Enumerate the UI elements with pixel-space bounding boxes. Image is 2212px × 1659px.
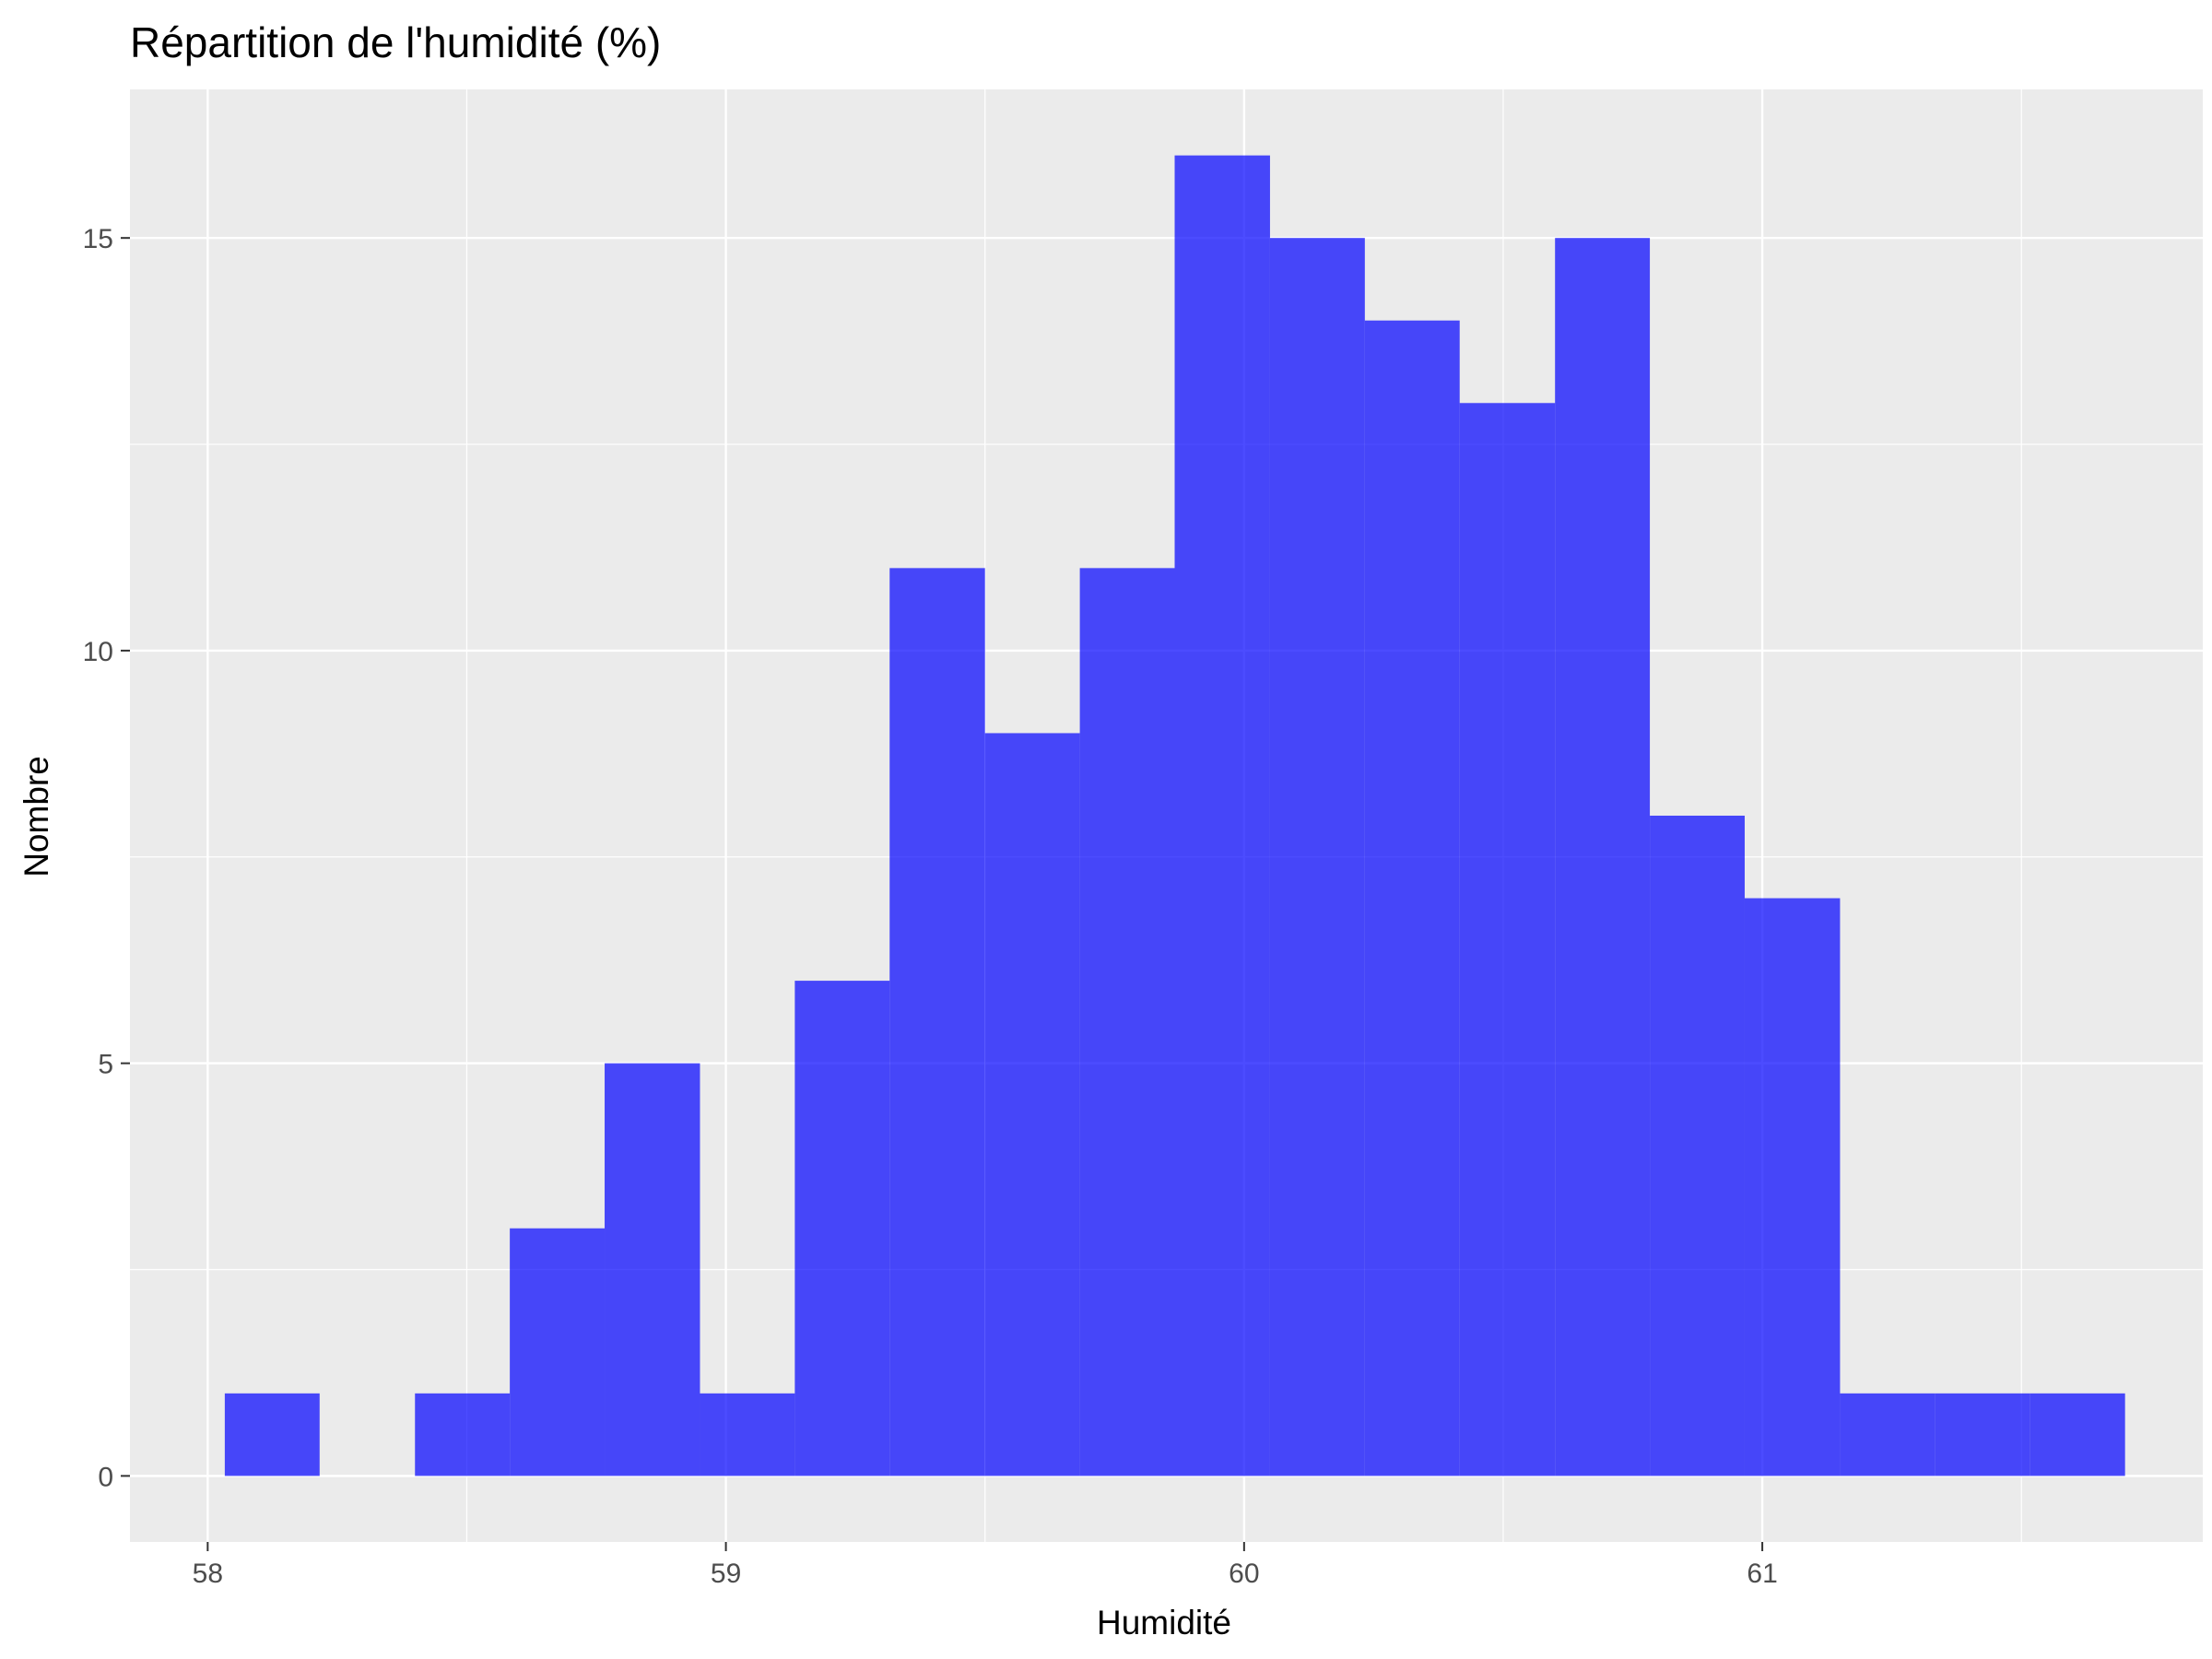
- x-tick-label: 59: [711, 1559, 741, 1589]
- histogram-bar: [1840, 1393, 1936, 1477]
- histogram-bar: [2030, 1393, 2125, 1477]
- x-tick-label: 58: [193, 1559, 223, 1589]
- histogram-bar: [1079, 568, 1175, 1477]
- histogram-bar: [1935, 1393, 2030, 1477]
- histogram-bar: [794, 981, 890, 1477]
- histogram-bars: [224, 155, 2125, 1477]
- histogram-bar: [510, 1228, 606, 1477]
- y-tick-label: 5: [98, 1050, 113, 1080]
- x-axis-title: Humidité: [1097, 1604, 1231, 1641]
- y-tick-label: 10: [83, 637, 113, 667]
- histogram-bar: [1744, 898, 1841, 1477]
- histogram-bar: [1364, 320, 1460, 1477]
- x-axis-ticks: 58 59 60 61: [193, 1542, 1778, 1589]
- y-axis-ticks: 0 5 10 15: [83, 224, 130, 1492]
- x-tick-label: 61: [1747, 1559, 1777, 1589]
- y-tick-label: 15: [83, 224, 113, 254]
- histogram-bar: [224, 1393, 320, 1477]
- histogram-bar: [984, 733, 1080, 1477]
- histogram-bar: [605, 1063, 700, 1477]
- y-axis-title: Nombre: [18, 756, 55, 877]
- histogram-bar: [415, 1393, 511, 1477]
- histogram-bar: [1174, 155, 1270, 1477]
- histogram-bar: [889, 568, 985, 1477]
- histogram-bar: [1269, 238, 1365, 1477]
- chart-title: Répartition de l'humidité (%): [130, 18, 661, 66]
- x-tick-label: 60: [1229, 1559, 1259, 1589]
- histogram-bar: [1555, 238, 1651, 1477]
- histogram-bar: [1650, 816, 1745, 1477]
- y-tick-label: 0: [98, 1462, 113, 1492]
- histogram-bar: [700, 1393, 795, 1477]
- histogram-bar: [1459, 403, 1556, 1477]
